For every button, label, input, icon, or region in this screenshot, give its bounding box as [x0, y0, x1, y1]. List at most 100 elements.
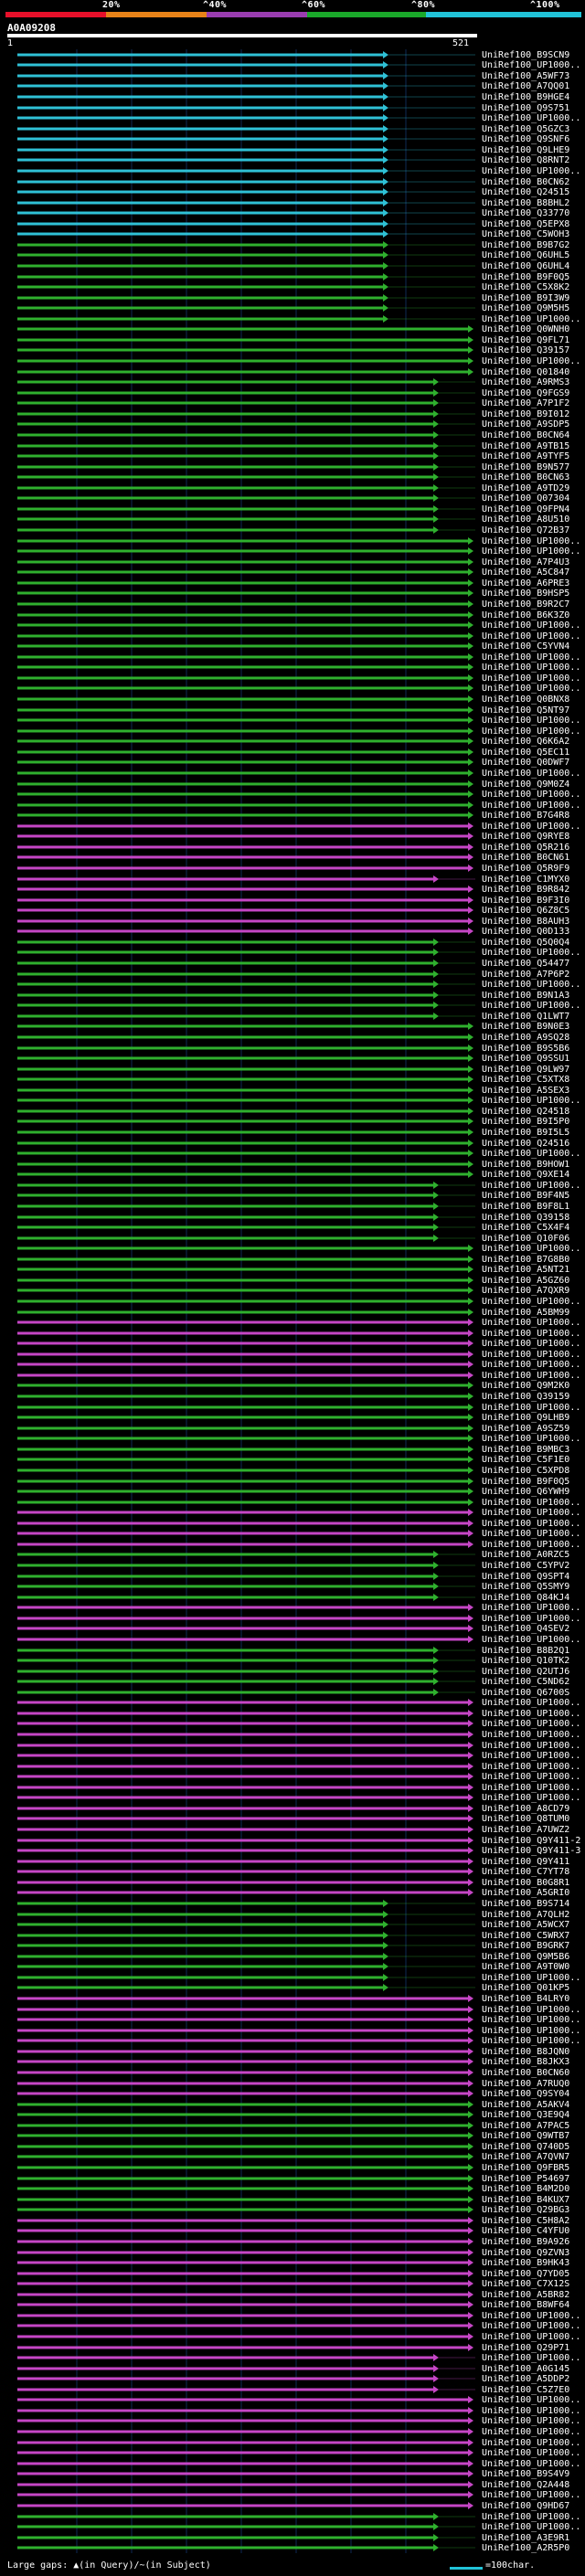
hit-row[interactable]: UniRef100_A8CD79	[17, 1804, 569, 1814]
hit-row[interactable]: UniRef100_Q9ZVN3	[17, 2248, 569, 2258]
hit-row[interactable]: UniRef100_B9S4V9	[17, 2469, 569, 2479]
hit-row[interactable]: UniRef100_C7YT78	[17, 1867, 569, 1877]
hit-row[interactable]: UniRef100_Q10TK2	[17, 1656, 569, 1666]
hit-row[interactable]: UniRef100_C5X4F4	[17, 1223, 569, 1233]
hit-row[interactable]: UniRef100_A2R5P0	[17, 2543, 569, 2553]
hit-row[interactable]: UniRef100_Q1LWT7	[17, 1012, 569, 1022]
hit-row[interactable]: UniRef100_B8B2Q1	[17, 1646, 569, 1656]
hit-row[interactable]: UniRef100_Q01840	[17, 367, 569, 377]
hit-row[interactable]: UniRef100_UP1000..	[17, 1318, 580, 1328]
hit-row[interactable]: UniRef100_B9HK43	[17, 2258, 569, 2268]
hit-row[interactable]: UniRef100_Q6700S	[17, 1688, 569, 1698]
hit-row[interactable]: UniRef100_UP1000..	[17, 1741, 580, 1751]
hit-row[interactable]: UniRef100_B9A926	[17, 2237, 569, 2247]
hit-row[interactable]: UniRef100_A9SDP5	[17, 419, 569, 429]
hit-row[interactable]: UniRef100_Q72B37	[17, 525, 569, 535]
hit-row[interactable]: UniRef100_A3E9R1	[17, 2533, 569, 2543]
hit-row[interactable]: UniRef100_A9TD29	[17, 483, 569, 493]
hit-row[interactable]: UniRef100_A7QQ01	[17, 81, 569, 91]
hit-row[interactable]: UniRef100_UP1000..	[17, 1350, 580, 1360]
hit-row[interactable]: UniRef100_B9I5L5	[17, 1128, 569, 1138]
hit-row[interactable]: UniRef100_UP1000..	[17, 1614, 580, 1624]
hit-row[interactable]: UniRef100_A7RUQ0	[17, 2079, 569, 2089]
hit-row[interactable]: UniRef100_Q6YWH9	[17, 1487, 569, 1497]
hit-row[interactable]: UniRef100_A5WF73	[17, 71, 569, 81]
hit-row[interactable]: UniRef100_P54697	[17, 2174, 569, 2184]
hit-row[interactable]: UniRef100_UP1000..	[17, 1772, 580, 1782]
hit-row[interactable]: UniRef100_Q33770	[17, 208, 569, 218]
hit-row[interactable]: UniRef100_UP1000..	[17, 2036, 580, 2046]
hit-row[interactable]: UniRef100_B9N1A3	[17, 991, 569, 1001]
hit-row[interactable]: UniRef100_UP1000..	[17, 2353, 580, 2363]
hit-row[interactable]: UniRef100_A5C847	[17, 567, 569, 578]
hit-row[interactable]: UniRef100_B9I012	[17, 409, 569, 419]
hit-row[interactable]: UniRef100_B4M2D0	[17, 2184, 569, 2194]
hit-row[interactable]: UniRef100_Q9SPT4	[17, 1572, 569, 1582]
hit-row[interactable]: UniRef100_B0CN61	[17, 853, 569, 863]
hit-row[interactable]: UniRef100_B0G8R1	[17, 1878, 569, 1888]
hit-row[interactable]: UniRef100_A8U510	[17, 514, 569, 525]
hit-row[interactable]: UniRef100_C5ND62	[17, 1677, 569, 1687]
hit-row[interactable]: UniRef100_C5WOH3	[17, 229, 569, 239]
hit-row[interactable]: UniRef100_UP1000..	[17, 1244, 580, 1254]
hit-row[interactable]: UniRef100_B4KUX7	[17, 2195, 569, 2205]
hit-row[interactable]: UniRef100_UP1000..	[17, 673, 580, 684]
hit-row[interactable]: UniRef100_UP1000..	[17, 663, 580, 673]
hit-row[interactable]: UniRef100_Q0BNX8	[17, 694, 569, 705]
hit-row[interactable]: UniRef100_B9R2C7	[17, 599, 569, 610]
hit-row[interactable]: UniRef100_UP1000..	[17, 631, 580, 641]
hit-row[interactable]: UniRef100_UP1000..	[17, 2512, 580, 2522]
hit-row[interactable]: UniRef100_UP1000..	[17, 546, 580, 557]
hit-row[interactable]: UniRef100_UP1000..	[17, 620, 580, 631]
hit-row[interactable]: UniRef100_UP1000..	[17, 2522, 580, 2532]
hit-row[interactable]: UniRef100_Q5R9F9	[17, 864, 569, 874]
hit-row[interactable]: UniRef100_Q29BG3	[17, 2205, 569, 2215]
hit-row[interactable]: UniRef100_B9F4N5	[17, 1191, 569, 1201]
hit-row[interactable]: UniRef100_UP1000..	[17, 1540, 580, 1550]
hit-row[interactable]: UniRef100_Q10F06	[17, 1234, 569, 1244]
hit-row[interactable]: UniRef100_Q9M5H5	[17, 303, 569, 313]
hit-row[interactable]: UniRef100_UP1000..	[17, 2406, 580, 2416]
hit-row[interactable]: UniRef100_B8WF64	[17, 2300, 569, 2310]
hit-row[interactable]: UniRef100_Q6UHL4	[17, 261, 569, 271]
hit-row[interactable]: UniRef100_UP1000..	[17, 1096, 580, 1106]
hit-row[interactable]: UniRef100_B9I3W9	[17, 293, 569, 303]
hit-row[interactable]: UniRef100_Q9Y411	[17, 1857, 569, 1867]
hit-row[interactable]: UniRef100_A9T0W0	[17, 1962, 569, 1972]
hit-row[interactable]: UniRef100_B9HOW1	[17, 1160, 569, 1170]
hit-row[interactable]: UniRef100_B8BHL2	[17, 198, 569, 208]
hit-row[interactable]: UniRef100_A9TB15	[17, 441, 569, 451]
hit-row[interactable]: UniRef100_C5YPV2	[17, 1561, 569, 1571]
hit-row[interactable]: UniRef100_B9SCN9	[17, 50, 569, 60]
hit-row[interactable]: UniRef100_A9SZ59	[17, 1424, 569, 1434]
hit-row[interactable]: UniRef100_A5WCX7	[17, 1920, 569, 1930]
hit-row[interactable]: UniRef100_UP1000..	[17, 2321, 580, 2331]
hit-row[interactable]: UniRef100_A7PAC5	[17, 2121, 569, 2131]
hit-row[interactable]: UniRef100_B9S714	[17, 1899, 569, 1909]
hit-row[interactable]: UniRef100_UP1000..	[17, 716, 580, 726]
hit-row[interactable]: UniRef100_Q8RNT2	[17, 155, 569, 165]
hit-row[interactable]: UniRef100_Q9XE14	[17, 1170, 569, 1180]
hit-row[interactable]: UniRef100_B9R842	[17, 885, 569, 895]
hit-row[interactable]: UniRef100_Q9SNF6	[17, 134, 569, 144]
hit-row[interactable]: UniRef100_B9F3I0	[17, 896, 569, 906]
hit-row[interactable]: UniRef100_Q6UHL5	[17, 250, 569, 260]
hit-row[interactable]: UniRef100_Q39159	[17, 1392, 569, 1402]
hit-row[interactable]: UniRef100_A7QXR9	[17, 1286, 569, 1296]
hit-row[interactable]: UniRef100_UP1000..	[17, 1730, 580, 1740]
hit-row[interactable]: UniRef100_B9GRK7	[17, 1941, 569, 1951]
hit-row[interactable]: UniRef100_UP1000..	[17, 2005, 580, 2015]
hit-row[interactable]: UniRef100_UP1000..	[17, 1149, 580, 1159]
hit-row[interactable]: UniRef100_B7G8B0	[17, 1255, 569, 1265]
hit-row[interactable]: UniRef100_UP1000..	[17, 790, 580, 800]
hit-row[interactable]: UniRef100_Q01KP5	[17, 1983, 569, 1993]
hit-row[interactable]: UniRef100_B0CN62	[17, 177, 569, 187]
hit-row[interactable]: UniRef100_Q39158	[17, 1213, 569, 1223]
hit-row[interactable]: UniRef100_Q6Z8C5	[17, 906, 569, 916]
hit-row[interactable]: UniRef100_UP1000..	[17, 1508, 580, 1518]
hit-row[interactable]: UniRef100_B9F0Q5	[17, 1477, 569, 1487]
hit-row[interactable]: UniRef100_B7G4R8	[17, 811, 569, 821]
hit-row[interactable]: UniRef100_Q9RYE8	[17, 832, 569, 842]
hit-row[interactable]: UniRef100_Q2A448	[17, 2480, 569, 2490]
hit-row[interactable]: UniRef100_Q9LW97	[17, 1065, 569, 1075]
